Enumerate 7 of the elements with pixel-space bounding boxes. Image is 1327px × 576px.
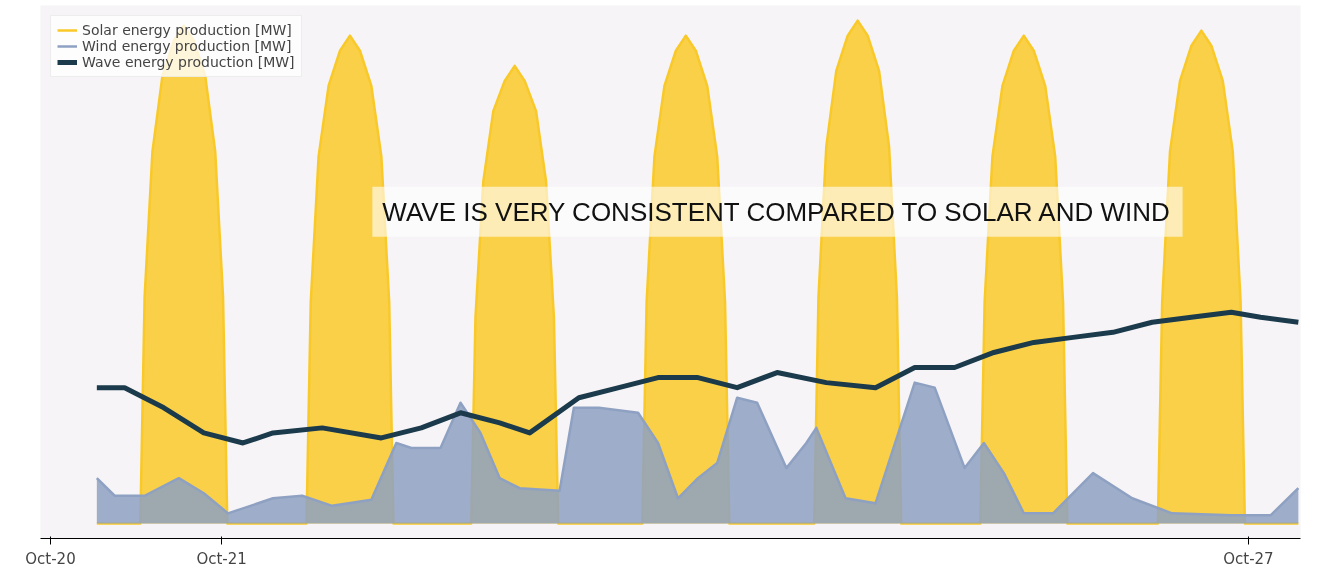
legend-label: Solar energy production [MW] bbox=[82, 22, 292, 38]
legend-label: Wave energy production [MW] bbox=[82, 54, 295, 70]
x-tick-label: Oct-21 bbox=[196, 549, 247, 568]
x-tick-label: Oct-20 bbox=[25, 549, 76, 568]
legend-label: Wind energy production [MW] bbox=[82, 38, 292, 54]
x-tick-label: Oct-27 bbox=[1223, 549, 1274, 568]
annotation: WAVE IS VERY CONSISTENT COMPARED TO SOLAR AND WIND bbox=[382, 196, 1170, 227]
